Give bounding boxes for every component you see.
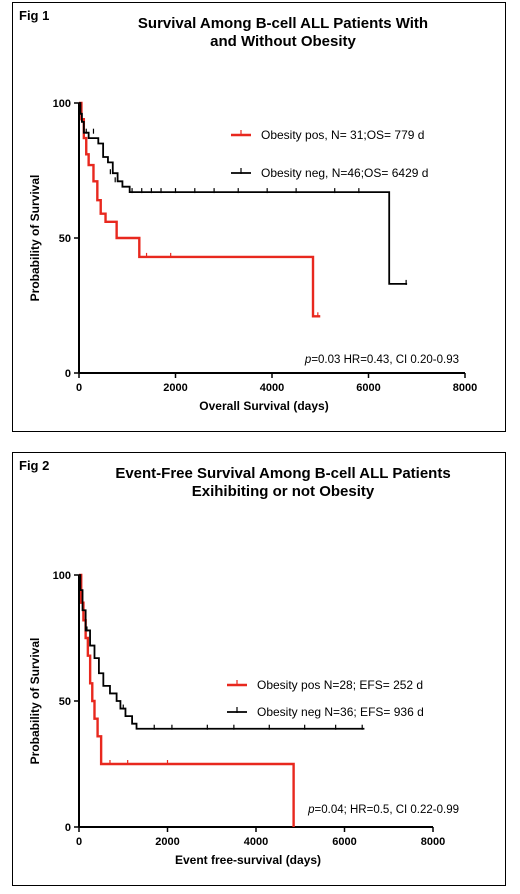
fig1-x-tick-label: 8000 <box>453 382 477 394</box>
figure-1-label: Fig 1 <box>19 8 50 23</box>
fig2-x-tick-label: 8000 <box>421 836 445 848</box>
fig1-series-1-line <box>79 101 321 318</box>
figure-2-panel: Fig 2 Event-Free Survival Among B-cell A… <box>12 452 506 886</box>
fig2-x-tick-label: 2000 <box>155 836 179 848</box>
fig1-stats-p-symbol: p <box>304 354 312 366</box>
figure-2-title: Event-Free Survival Among B-cell ALL Pat… <box>73 465 493 501</box>
fig1-x-axis-label: Overall Survival (days) <box>199 399 328 413</box>
fig1-legend-label-2: Obesity neg, N=46;OS= 6429 d <box>261 166 428 180</box>
fig2-x-tick-label: 4000 <box>244 836 268 848</box>
fig2-legend-label-2: Obesity neg N=36; EFS= 936 d <box>257 705 424 719</box>
fig1-stats-values: =0.03 HR=0.43, CI 0.20-0.93 <box>311 354 459 366</box>
fig2-y-tick-label: 100 <box>53 570 71 582</box>
fig2-x-axis-label: Event free-survival (days) <box>175 853 321 867</box>
fig1-x-tick-label: 0 <box>76 382 82 394</box>
figure-1-title: Survival Among B-cell ALL Patients With … <box>73 15 493 51</box>
fig2-series-2-line <box>79 574 365 730</box>
fig1-y-tick-label: 50 <box>59 233 71 245</box>
fig2-stats-p-symbol: p <box>307 804 315 816</box>
fig2-series-1-line <box>79 573 295 827</box>
fig1-x-tick-label: 2000 <box>163 382 187 394</box>
fig2-x-tick-label: 6000 <box>332 836 356 848</box>
figure-2-title-line-2: Exihibiting or not Obesity <box>191 483 375 500</box>
fig1-legend-label-1: Obesity pos, N= 31;OS= 779 d <box>261 128 424 142</box>
fig1-x-tick-label: 6000 <box>356 382 380 394</box>
fig2-legend-label-1: Obesity pos N=28; EFS= 252 d <box>257 678 423 692</box>
fig2-y-tick-label: 50 <box>59 696 71 708</box>
figure-2-chart: 0 50 100 0 2000 4000 6000 8000 Event free-surviv… <box>28 570 459 867</box>
figure-1-title-line-2: and Without Obesity <box>210 33 356 50</box>
fig1-series-2-line <box>79 102 408 285</box>
fig1-stats-annotation: p=0.03 HR=0.43, CI 0.20-0.93 <box>304 354 459 366</box>
fig1-x-tick-label: 4000 <box>260 382 284 394</box>
figure-1-panel: Fig 1 Survival Among B-cell ALL Patients… <box>12 2 506 432</box>
fig2-y-axis-label: Probability of Survival <box>28 638 42 765</box>
fig2-stats-values: =0.04; HR=0.5, CI 0.22-0.99 <box>315 804 459 816</box>
fig1-y-axis-label: Probability of Survival <box>28 175 42 302</box>
fig2-stats-annotation: p=0.04; HR=0.5, CI 0.22-0.99 <box>307 804 459 816</box>
fig1-y-tick-label: 0 <box>65 368 71 380</box>
fig2-x-tick-label: 0 <box>76 836 82 848</box>
figure-2-label: Fig 2 <box>19 458 50 473</box>
figure-2-title-line-1: Event-Free Survival Among B-cell ALL Pat… <box>115 465 451 482</box>
figure-1-title-line-1: Survival Among B-cell ALL Patients With <box>137 15 429 32</box>
figure-1-chart: 0 50 100 0 2000 4000 6000 8000 Overall Survival … <box>28 98 477 413</box>
fig2-y-tick-label: 0 <box>65 822 71 834</box>
fig1-y-tick-label: 100 <box>53 98 71 110</box>
